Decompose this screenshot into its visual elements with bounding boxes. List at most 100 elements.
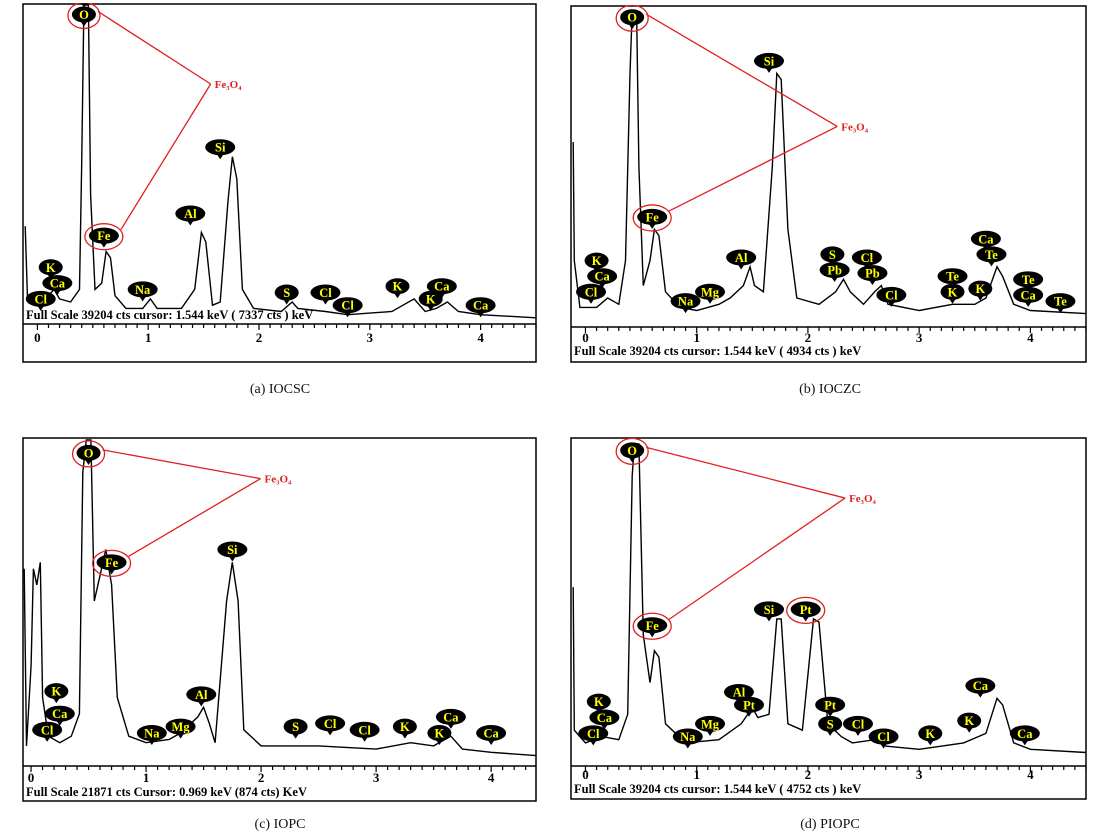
label-badge — [44, 683, 69, 700]
peak-label-k: K — [44, 683, 69, 704]
label-text: K — [925, 727, 935, 741]
label-text: O — [627, 444, 637, 458]
label-badge — [589, 709, 620, 726]
label-text: Cl — [861, 251, 874, 265]
label-text: K — [948, 285, 958, 299]
label-badge — [32, 721, 63, 738]
label-text: Te — [985, 248, 998, 262]
annotation-line — [645, 13, 838, 128]
label-text: Mg — [172, 720, 191, 734]
peak-label-ca: Ca — [465, 297, 496, 318]
label-text: Pb — [865, 267, 880, 281]
peak-label-mg: Mg — [695, 283, 726, 304]
label-badge — [637, 208, 668, 225]
peak-label-fe: Fe — [632, 204, 672, 232]
label-badge — [578, 725, 609, 742]
label-badge — [435, 708, 466, 725]
label-text: Si — [764, 603, 775, 617]
label-text: K — [964, 714, 974, 728]
label-text: Ca — [473, 299, 489, 313]
x-tick-label: 1 — [693, 767, 700, 782]
label-text: Si — [215, 141, 226, 155]
peak-label-pb: Pb — [819, 261, 850, 282]
peak-label-k: K — [918, 725, 943, 746]
label-text: Cl — [358, 723, 371, 737]
peak-label-na: Na — [670, 293, 701, 314]
label-badge — [427, 725, 452, 742]
label-badge — [584, 252, 609, 269]
label-text: Cl — [324, 717, 337, 731]
peak-label-te: Te — [976, 246, 1007, 267]
label-badge — [815, 696, 846, 713]
peak-label-ca: Ca — [435, 708, 466, 729]
peak-label-cl: Cl — [868, 728, 899, 749]
label-badge — [726, 249, 757, 266]
peak-label-pt: Pt — [786, 596, 826, 625]
spectrum-chart: 0 1 2 3 4 Full Scale 21871 cts Cursor: 0.969 … — [22, 437, 537, 802]
x-tick-label: 3 — [373, 770, 380, 785]
x-tick-label: 3 — [916, 330, 923, 345]
label-text: Ca — [597, 711, 613, 725]
label-badge — [476, 725, 507, 742]
peak-label-mg: Mg — [165, 718, 196, 739]
footer-status-text: Full Scale 21871 cts Cursor: 0.969 keV (… — [26, 785, 307, 799]
label-text: Ca — [443, 710, 459, 724]
peak-label-fe: Fe — [632, 612, 672, 640]
label-badge — [940, 283, 965, 300]
highlight-circle — [632, 204, 672, 232]
peak-label-si: Si — [205, 139, 236, 160]
annotation-line — [120, 83, 212, 231]
plot-frame — [570, 5, 1087, 363]
caption-a: (a) IOCSC — [249, 382, 311, 397]
caption-b: (b) IOCZC — [799, 382, 861, 397]
peak-label-al: Al — [175, 205, 206, 226]
spectrum-line — [572, 443, 1087, 754]
label-text: Na — [680, 730, 696, 744]
label-text: Na — [144, 727, 160, 741]
peak-label-pb: Pb — [857, 265, 888, 286]
peak-label-cl: Cl — [32, 721, 63, 742]
label-text: Pt — [800, 603, 813, 617]
label-text: Si — [227, 543, 238, 557]
annotation-line — [97, 10, 212, 85]
peak-label-cl: Cl — [578, 725, 609, 746]
label-text: Cl — [852, 717, 865, 731]
peak-label-cl: Cl — [576, 283, 607, 304]
peak-label-ca: Ca — [426, 278, 457, 299]
plot-frame — [22, 3, 537, 363]
highlight-circle — [67, 1, 101, 30]
label-text: Ca — [52, 707, 68, 721]
label-text: Ca — [973, 679, 989, 693]
spectrum-panel-a: 0 1 2 3 4 Full Scale 39204 cts cursor: 1.544 … — [22, 0, 537, 368]
annotation-fe3o4: Fe₃O₄ — [849, 493, 876, 505]
label-badge — [165, 718, 196, 735]
label-text: S — [829, 248, 836, 262]
label-text: Ca — [1021, 288, 1037, 302]
x-tick-label: 1 — [143, 770, 150, 785]
label-badge — [620, 9, 645, 26]
label-badge — [723, 684, 754, 701]
peak-label-o: O — [67, 1, 101, 30]
label-text: Al — [184, 207, 197, 221]
label-badge — [753, 601, 784, 618]
label-badge — [637, 617, 668, 634]
peak-label-na: Na — [136, 725, 167, 746]
peak-label-cl: Cl — [310, 284, 341, 305]
peak-label-s: S — [818, 715, 843, 736]
annotation-fe3o4: Fe₃O₄ — [841, 121, 868, 133]
label-badge — [695, 283, 726, 300]
label-text: Cl — [319, 286, 332, 300]
annotation-line — [102, 449, 261, 480]
highlight-circle — [615, 4, 649, 32]
label-badge — [868, 728, 899, 745]
peak-label-ca: Ca — [589, 709, 620, 730]
label-badge — [175, 205, 206, 222]
caption-c: (c) IOPC — [254, 817, 306, 832]
label-badge — [332, 297, 363, 314]
footer-status-text: Full Scale 39204 cts cursor: 1.544 keV (… — [574, 782, 861, 796]
peak-label-ca: Ca — [587, 268, 618, 289]
peak-label-o: O — [71, 440, 106, 468]
peak-label-ca: Ca — [1009, 725, 1040, 746]
annotation-line — [668, 497, 846, 620]
label-text: Ca — [1017, 727, 1033, 741]
